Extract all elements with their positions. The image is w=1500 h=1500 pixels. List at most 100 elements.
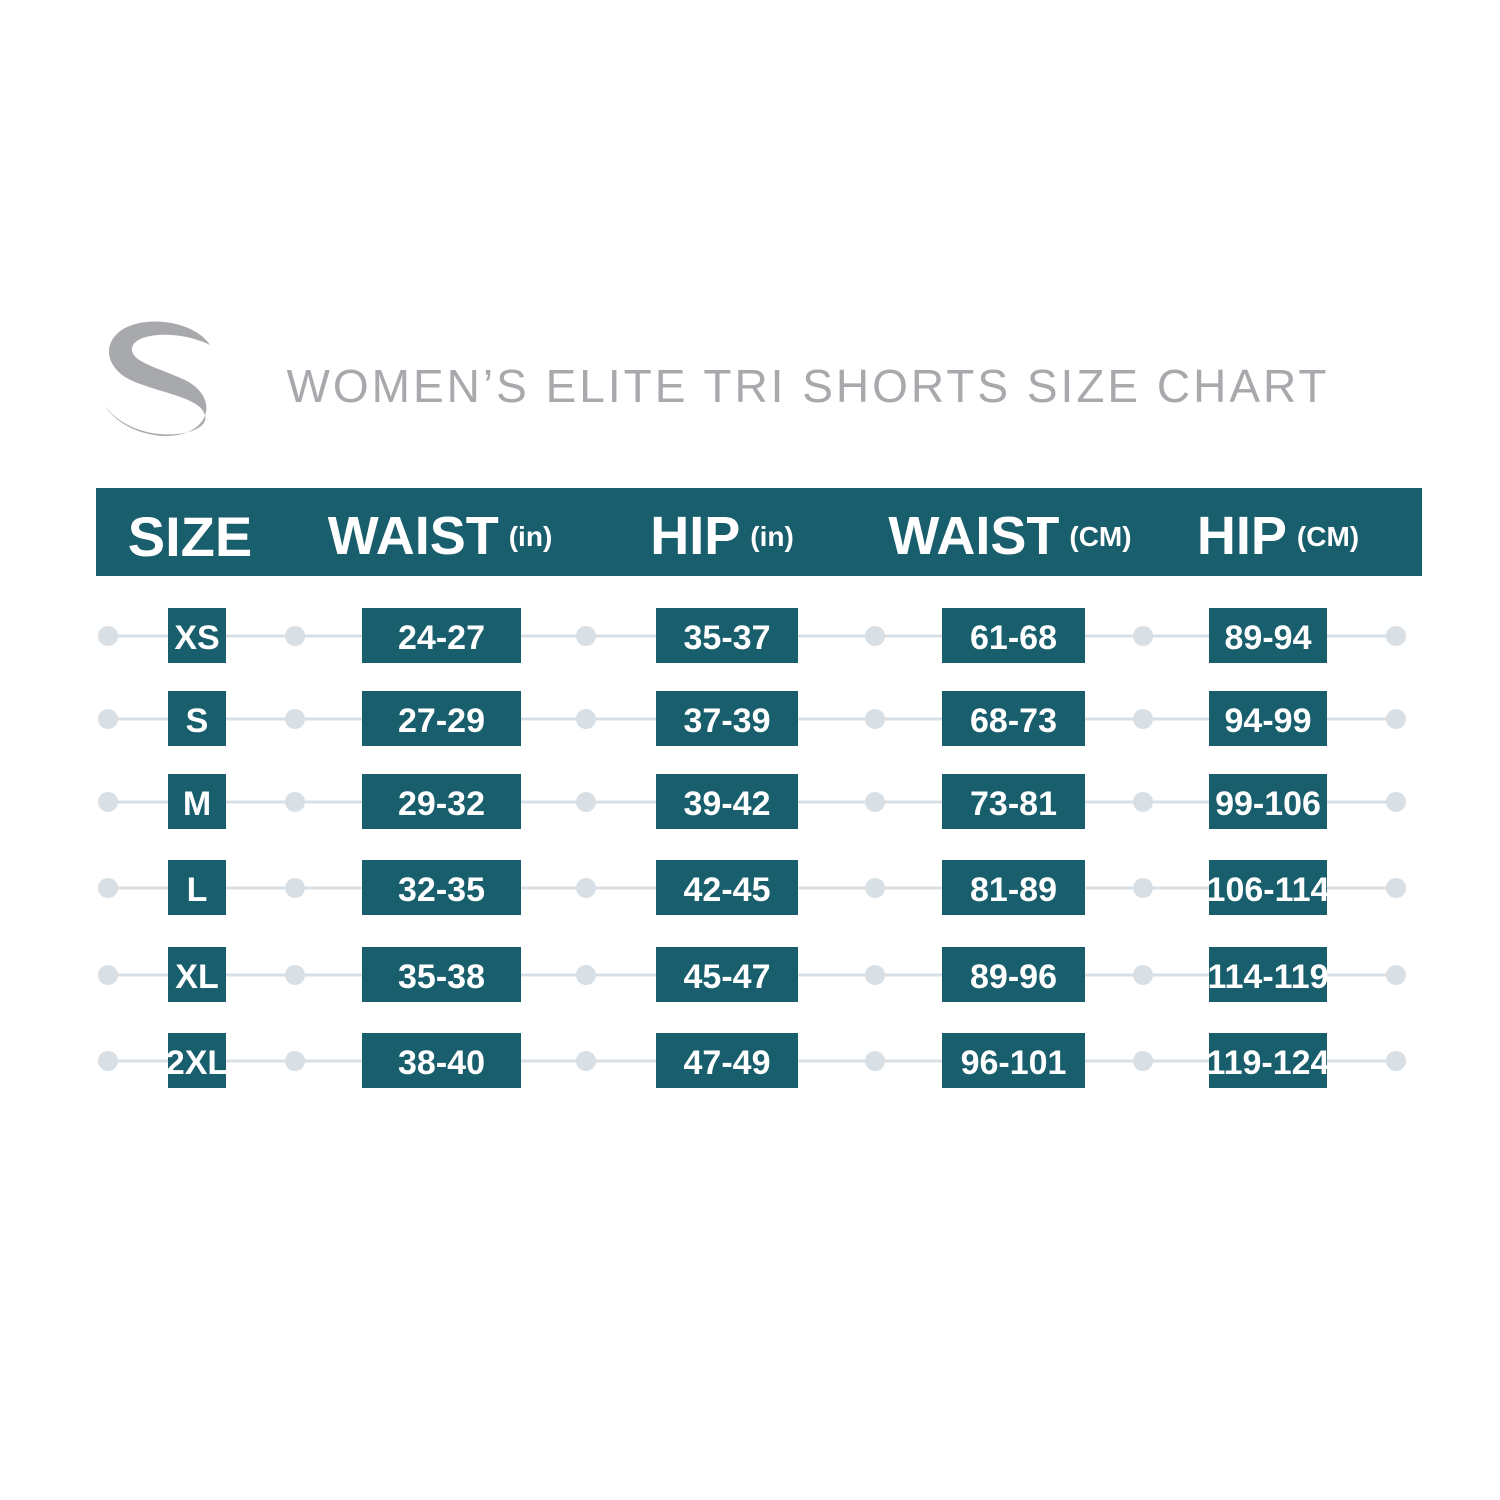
cell-box — [362, 1033, 521, 1088]
row-dot — [98, 878, 118, 898]
cell-box — [656, 947, 798, 1002]
row-dot — [865, 1051, 885, 1071]
row-dot — [285, 709, 305, 729]
row-dot — [1133, 965, 1153, 985]
logo — [104, 321, 210, 436]
cell-box — [362, 860, 521, 915]
column-header: SIZE — [128, 505, 252, 568]
row-dot — [98, 626, 118, 646]
cell-box — [656, 691, 798, 746]
row-dot — [865, 792, 885, 812]
cell-value: 35-37 — [684, 619, 771, 657]
cell-box — [168, 860, 226, 915]
cell-value: 27-29 — [398, 702, 485, 740]
row-dot — [576, 878, 596, 898]
size-label: S — [186, 702, 209, 740]
column-header: WAIST (in) — [328, 506, 553, 566]
cell-value: 24-27 — [398, 619, 485, 657]
size-label: L — [187, 871, 208, 909]
row-dot — [98, 709, 118, 729]
column-unit: (CM) — [1069, 521, 1131, 552]
cell-box — [362, 691, 521, 746]
column-header: WAIST (CM) — [888, 506, 1131, 566]
cell-box — [942, 947, 1085, 1002]
cell-value: 42-45 — [684, 871, 771, 909]
row-dot — [576, 965, 596, 985]
row-dot — [576, 626, 596, 646]
cell-box — [1209, 691, 1327, 746]
row-dot — [98, 1051, 118, 1071]
cell-box — [942, 774, 1085, 829]
cell-box — [1209, 860, 1327, 915]
cell-box — [168, 691, 226, 746]
row-dot — [576, 1051, 596, 1071]
size-label: M — [183, 785, 211, 823]
cell-box — [1209, 947, 1327, 1002]
cell-value: 29-32 — [398, 785, 485, 823]
row-dot — [285, 1051, 305, 1071]
cell-box — [362, 947, 521, 1002]
cell-value: 119-124 — [1207, 1044, 1330, 1082]
cell-box — [656, 1033, 798, 1088]
cell-box — [656, 608, 798, 663]
row-dot — [1133, 709, 1153, 729]
cell-box — [1209, 1033, 1327, 1088]
cell-box — [942, 608, 1085, 663]
cell-value: 106-114 — [1207, 871, 1330, 909]
column-name: HIP — [1197, 506, 1287, 566]
size-label: 2XL — [166, 1044, 228, 1082]
row-dot — [865, 626, 885, 646]
cell-box — [362, 774, 521, 829]
cell-box — [942, 860, 1085, 915]
row-dot — [576, 709, 596, 729]
column-header: HIP (CM) — [1197, 506, 1359, 566]
column-unit: (CM) — [1297, 521, 1359, 552]
cell-value: 45-47 — [684, 958, 771, 996]
cell-value: 89-96 — [970, 958, 1057, 996]
cell-value: 68-73 — [970, 702, 1057, 740]
row-dot — [1386, 709, 1406, 729]
cell-value: 39-42 — [684, 785, 771, 823]
row-dot — [285, 965, 305, 985]
cell-box — [942, 1033, 1085, 1088]
row-dot — [1386, 965, 1406, 985]
cell-box — [168, 608, 226, 663]
table-body: XS 24-27 35-37 61-68 89-94 S 27-29 37-39 68-73 94… — [98, 608, 1406, 1088]
row-dot — [576, 792, 596, 812]
cell-value: 61-68 — [970, 619, 1057, 657]
cell-box — [168, 1033, 226, 1088]
row-dot — [865, 878, 885, 898]
cell-box — [168, 774, 226, 829]
cell-box — [1209, 608, 1327, 663]
cell-value: 32-35 — [398, 871, 485, 909]
row-dot — [1133, 878, 1153, 898]
cell-value: 99-106 — [1215, 785, 1321, 823]
cell-value: 73-81 — [970, 785, 1057, 823]
cell-value: 94-99 — [1225, 702, 1312, 740]
size-label: XS — [174, 619, 219, 657]
cell-box — [656, 774, 798, 829]
column-header: HIP (in) — [650, 506, 794, 566]
column-unit: (in) — [509, 521, 553, 552]
row-dot — [1133, 626, 1153, 646]
row-dot — [1386, 792, 1406, 812]
cell-value: 114-119 — [1207, 958, 1328, 996]
cell-box — [656, 860, 798, 915]
cell-value: 89-94 — [1225, 619, 1312, 657]
row-dot — [98, 965, 118, 985]
column-name: WAIST — [328, 506, 499, 566]
row-dot — [285, 626, 305, 646]
header-row: SIZE WAIST (in) HIP (in) WAIST (CM) HIP (CM) — [128, 505, 1359, 568]
column-name: HIP — [650, 506, 740, 566]
cell-box — [168, 947, 226, 1002]
row-dot — [1386, 626, 1406, 646]
cell-value: 96-101 — [961, 1044, 1067, 1082]
cell-value: 38-40 — [398, 1044, 485, 1082]
row-dot — [285, 878, 305, 898]
cell-value: 37-39 — [684, 702, 771, 740]
cell-value: 35-38 — [398, 958, 485, 996]
title: WOMEN’S ELITE TRI SHORTS SIZE CHART — [286, 360, 1329, 412]
row-dot — [1386, 1051, 1406, 1071]
